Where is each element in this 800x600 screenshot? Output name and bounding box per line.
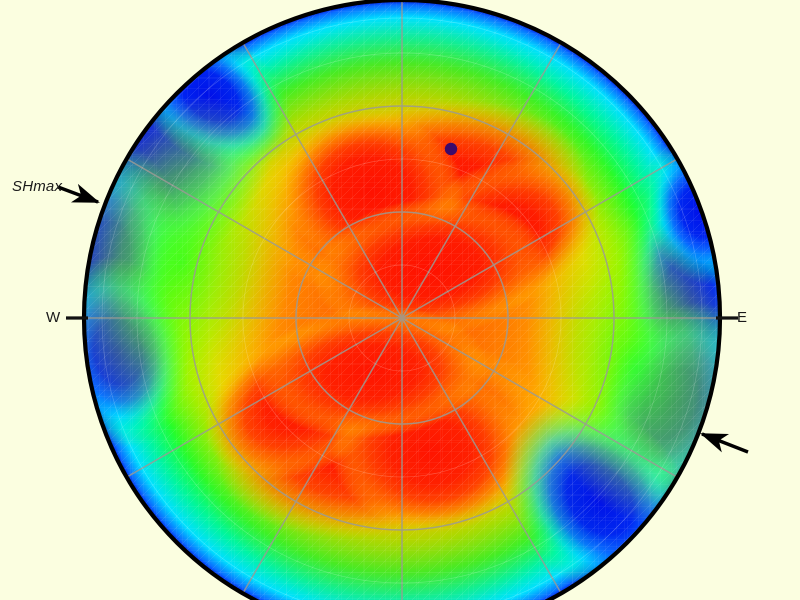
grid-spoke-210 [242, 317, 403, 594]
grid-spoke-120 [401, 317, 678, 478]
grid-spoke-030 [401, 42, 562, 319]
west-axis-label: W [46, 309, 61, 326]
grid-spoke-300 [126, 158, 403, 319]
grid-spoke-240 [126, 317, 403, 478]
grid-circle-middle [189, 105, 615, 531]
grid-spoke-150 [401, 317, 562, 594]
shmax-label: SHmax [12, 178, 63, 195]
event-marker[interactable] [444, 142, 458, 156]
grid-spoke-330 [242, 42, 403, 319]
grid-circle-inner [295, 211, 509, 425]
fine-graticule [101, 17, 703, 600]
east-axis-label: E [737, 309, 748, 326]
polar-grid [84, 0, 720, 600]
annotation-arrows [57, 183, 749, 454]
shmin-arrow [700, 432, 749, 454]
grid-spoke-060 [401, 158, 678, 319]
shmax-arrow [57, 183, 100, 204]
